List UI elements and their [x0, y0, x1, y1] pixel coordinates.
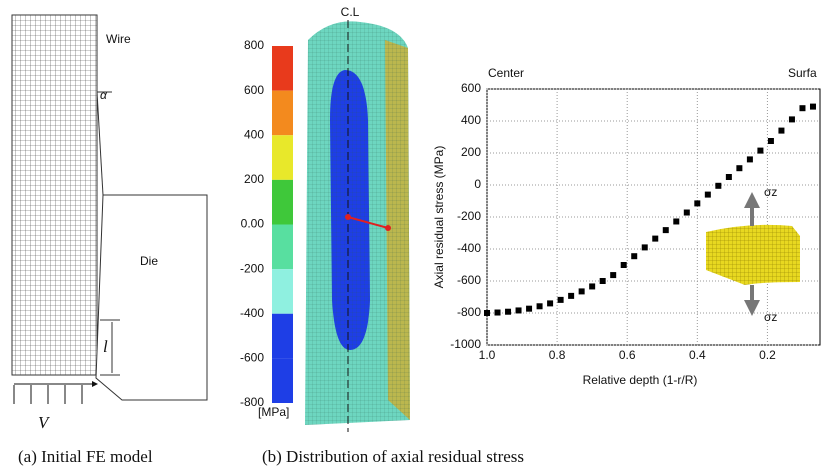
data-point — [725, 174, 732, 180]
caption-a: (a) Initial FE model — [18, 447, 153, 466]
data-point — [641, 244, 648, 251]
colorbar-tick-label: -600 — [240, 351, 264, 365]
x-axis-title: Relative depth (1-r/R) — [583, 373, 698, 387]
stress-label-top: σz — [764, 185, 777, 199]
radial-line — [347, 216, 389, 229]
center-label: Center — [488, 66, 524, 80]
y-tick-label: -200 — [457, 209, 481, 223]
x-tick-label: 1.0 — [479, 348, 496, 362]
data-point — [799, 105, 806, 112]
data-point — [589, 283, 596, 290]
data-point — [631, 253, 638, 260]
velocity-label: V — [38, 413, 51, 432]
colorbar-tick-label: 200 — [244, 172, 264, 186]
data-point — [704, 191, 711, 198]
wire-mesh — [12, 15, 97, 375]
y-tick-label: 600 — [461, 81, 481, 95]
inset-mesh — [706, 224, 800, 285]
data-point — [526, 305, 533, 312]
y-tick-label: -800 — [457, 305, 481, 319]
die — [95, 194, 208, 401]
colorbar-tick-label: 0.00 — [241, 217, 265, 231]
y-tick-label: 0 — [474, 177, 481, 191]
data-point — [788, 116, 795, 123]
centerline-label: C.L — [341, 5, 360, 19]
inset: σz σz — [706, 185, 800, 324]
x-tick-label: 0.4 — [689, 348, 706, 362]
data-point — [736, 165, 743, 172]
data-point — [778, 127, 785, 134]
alpha-label: α — [100, 88, 108, 102]
colorbar-tick-label: -800 — [240, 395, 264, 409]
panel-b: C.L [MPa] (b) Distribution of axial resi… — [258, 5, 524, 466]
data-point — [610, 272, 617, 279]
data-point — [757, 147, 764, 154]
x-tick-label: 0.8 — [549, 348, 566, 362]
colorbar-band — [272, 46, 293, 91]
data-point — [683, 209, 690, 216]
taper-line — [96, 91, 104, 196]
data-point — [652, 235, 659, 242]
wire-label: Wire — [106, 32, 131, 46]
data-point — [494, 309, 501, 316]
data-point — [809, 103, 816, 110]
data-point — [715, 182, 722, 189]
y-tick-label: 400 — [461, 113, 481, 127]
data-point — [673, 218, 680, 225]
colorbar-tick-label: 600 — [244, 83, 264, 97]
data-point — [694, 200, 701, 207]
radial-end — [385, 225, 391, 231]
y-tick-label: -600 — [457, 273, 481, 287]
radial-start — [345, 214, 351, 220]
length-label: l — [103, 337, 108, 356]
y-tick-label: -1000 — [450, 337, 481, 351]
die-label: Die — [140, 254, 158, 268]
velocity-arrows — [13, 384, 95, 404]
colorbar-tick-label: 800 — [244, 38, 264, 52]
x-tick-label: 0.2 — [759, 348, 776, 362]
data-point — [515, 307, 522, 314]
colorbar-band — [272, 224, 293, 270]
colorbar-tick-label: -200 — [240, 261, 264, 275]
panel-a: Wire Die α l V (a) Initial FE model — [11, 14, 208, 466]
data-point — [767, 138, 774, 144]
colorbar-band — [272, 90, 293, 136]
colorbar-band — [272, 135, 293, 180]
caption-b: (b) Distribution of axial residual stres… — [262, 447, 524, 466]
data-point — [620, 262, 627, 268]
y-tick-label: 200 — [461, 145, 481, 159]
colorbar-tick-label: -400 — [240, 306, 264, 320]
data-point — [578, 288, 585, 295]
y-tick-label: -400 — [457, 241, 481, 255]
body-mesh — [305, 21, 410, 426]
surface-label: Surfa — [788, 66, 817, 80]
data-point — [547, 300, 554, 307]
colorbar-unit: [MPa] — [258, 405, 289, 419]
colorbar-band — [272, 358, 293, 403]
data-point — [484, 310, 490, 316]
data-point — [557, 296, 564, 303]
y-axis-title: Axial residual stress (MPa) — [432, 146, 446, 289]
colorbar-tick-label: 400 — [244, 127, 264, 141]
stress-label-bottom: σz — [764, 310, 777, 324]
colorbar-band — [272, 179, 293, 225]
data-point — [568, 292, 575, 299]
data-point — [599, 278, 606, 284]
colorbar-band — [272, 313, 293, 359]
data-point — [505, 308, 512, 315]
data-point — [746, 156, 753, 163]
length-bracket — [100, 319, 120, 376]
x-tick-label: 0.6 — [619, 348, 636, 362]
data-point — [536, 303, 543, 310]
colorbar-band — [272, 269, 293, 314]
data-point — [662, 227, 669, 234]
